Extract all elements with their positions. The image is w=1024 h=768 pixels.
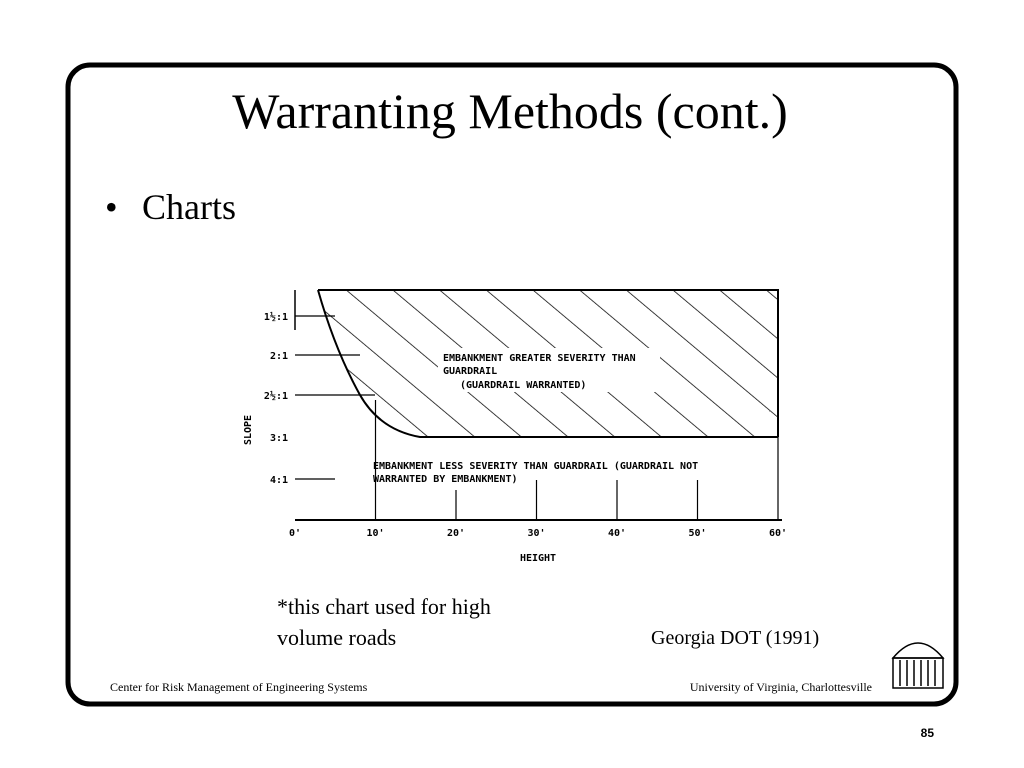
footer-right: University of Virginia, Charlottesville: [690, 680, 872, 694]
y-tick-label: 1½:1: [264, 311, 288, 323]
y-tick-label: 3:1: [270, 433, 288, 444]
region-label: GUARDRAIL: [443, 366, 497, 377]
figure: 1½:1 2:1 2½:1 3:1 4:1 SLOPE 0' 10' 20' 30' 40' 50' 6…: [243, 289, 787, 564]
x-axis-label: HEIGHT: [520, 553, 556, 564]
x-tick-label: 20': [447, 528, 465, 539]
label-background: [438, 348, 660, 392]
y-tick-label: 4:1: [270, 475, 288, 486]
footer-left: Center for Risk Management of Engineerin…: [110, 680, 368, 694]
page-number: 85: [921, 726, 935, 740]
bullet-marker: •: [105, 187, 118, 227]
x-tick-label: 0': [289, 528, 301, 539]
bullet: Charts: [142, 187, 236, 227]
y-axis-label: SLOPE: [243, 415, 254, 445]
region-label: WARRANTED BY EMBANKMENT): [373, 474, 518, 485]
x-tick-label: 30': [527, 528, 545, 539]
region-label: (GUARDRAIL WARRANTED): [460, 380, 586, 391]
x-tick-label: 50': [688, 528, 706, 539]
y-tick-label: 2½:1: [264, 390, 288, 402]
note-line: *this chart used for high: [277, 594, 491, 619]
x-tick-label: 10': [366, 528, 384, 539]
region-label: EMBANKMENT LESS SEVERITY THAN GUARDRAIL …: [373, 461, 698, 472]
title: Warranting Methods (cont.): [232, 83, 788, 139]
x-tick-label: 40': [608, 528, 626, 539]
y-tick-label: 2:1: [270, 351, 288, 362]
x-tick-label: 60': [769, 528, 787, 539]
logo: [891, 642, 945, 689]
source: Georgia DOT (1991): [651, 627, 819, 649]
region-label: EMBANKMENT GREATER SEVERITY THAN: [443, 353, 636, 364]
note-line: volume roads: [277, 625, 396, 650]
